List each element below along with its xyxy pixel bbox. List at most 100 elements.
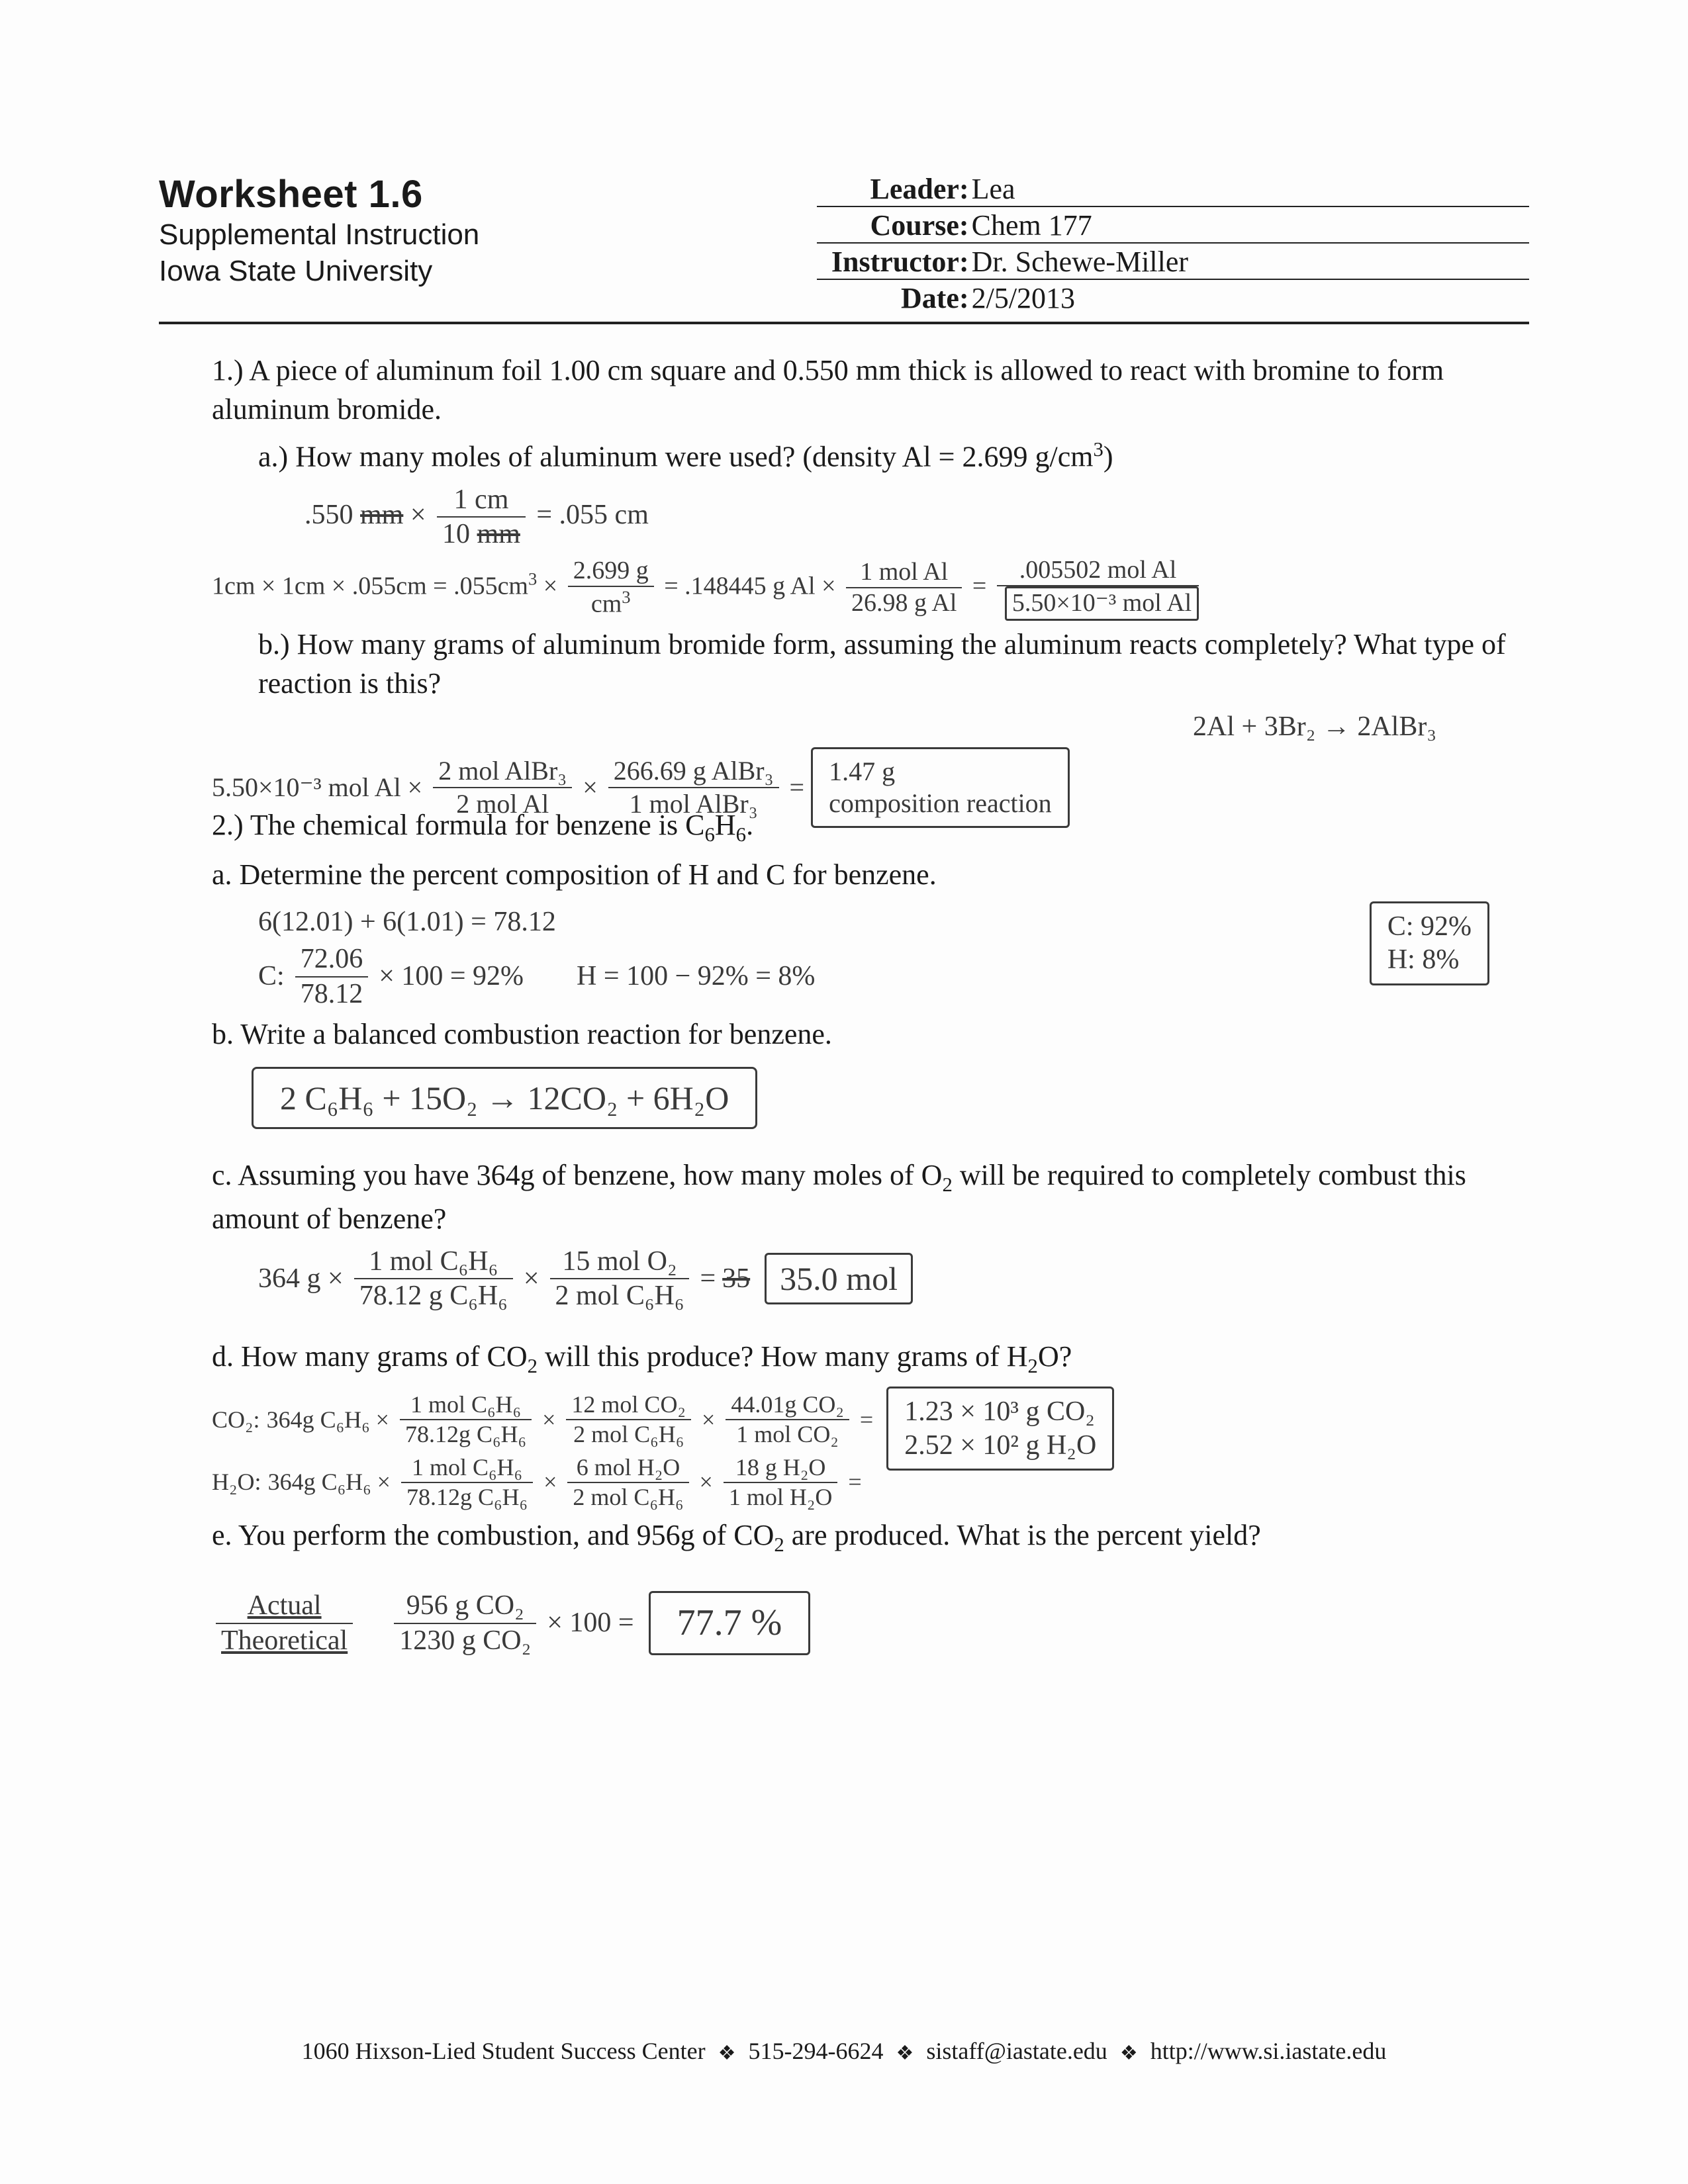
hw2d-h2o-f3d: 1 mol H₂O	[724, 1483, 838, 1512]
instructor-label: Instructor:	[817, 245, 972, 279]
hw1b-l1b: ×	[583, 772, 598, 803]
hw1a-ans-top: .005502 mol Al	[997, 555, 1199, 587]
hw2d-h2o-c: ×	[700, 1468, 713, 1496]
hw2a-f1d: 78.12	[295, 978, 369, 1011]
hw2a-answer: C: 92% H: 8%	[1370, 901, 1489, 985]
hw2a-box2: H: 8%	[1387, 943, 1472, 976]
hw1a-frac1: 1 cm10 mm	[437, 483, 526, 551]
header-right: Leader: Lea Course: Chem 177 Instructor:…	[817, 172, 1529, 316]
hw1a-f2d-s: 3	[622, 587, 630, 607]
hw2b-eq-box: 2 C₆H₆ + 15O₂ → 12CO₂ + 6H₂O	[252, 1067, 757, 1129]
hw1a-frac3: 1 mol Al26.98 g Al	[846, 557, 962, 619]
hw2d-co2-f3n: 44.01g CO₂	[726, 1390, 849, 1420]
hw2c-ans: 35.0 mol	[765, 1253, 913, 1304]
hw2a-l2a: C:	[258, 960, 285, 993]
hw2d-left: CO₂: 364g C₆H₆ × 1 mol C₆H₆78.12g C₆H₆ ×…	[212, 1387, 873, 1516]
handwritten-2a: 6(12.01) + 6(1.01) = 78.12 C: 72.0678.12…	[212, 901, 1529, 1015]
q2-s2: 6	[736, 823, 746, 846]
hw1a-l1c: = .055 cm	[536, 500, 649, 530]
date-label: Date:	[817, 281, 972, 315]
q1-number: 1.)	[212, 354, 244, 387]
footer-c: sistaff@iastate.edu	[926, 2038, 1107, 2064]
hw2d-co2-f2: 12 mol CO₂2 mol C₆H₆	[566, 1390, 691, 1449]
hw2d-h2o-f1d: 78.12g C₆H₆	[401, 1483, 533, 1512]
q1a-close: )	[1103, 440, 1113, 473]
hw2e-mid: × 100 =	[547, 1606, 633, 1639]
hw2e-f1: 956 g CO₂1230 g CO₂	[394, 1589, 536, 1657]
hw2d-h2o-f1n: 1 mol C₆H₆	[401, 1453, 533, 1483]
q2-s1: 6	[704, 823, 714, 846]
hw1a-f2n: 2.699 g	[568, 556, 654, 588]
hw2c-l1c: =	[700, 1262, 716, 1295]
info-leader: Leader: Lea	[817, 172, 1529, 207]
hw2d-h2o-f1: 1 mol C₆H₆78.12g C₆H₆	[401, 1453, 533, 1512]
worksheet-title: Worksheet 1.6	[159, 172, 817, 216]
hw2a-f1n: 72.06	[295, 942, 369, 977]
question-1a: a.) How many moles of aluminum were used…	[212, 436, 1529, 477]
q2d-s1: 2	[528, 1355, 538, 1377]
info-date: Date: 2/5/2013	[817, 281, 1529, 315]
hw2d-co2-f3: 44.01g CO₂1 mol CO₂	[726, 1390, 849, 1449]
hw1a-f2d-t: cm	[591, 590, 622, 618]
hw2a-f1: 72.0678.12	[295, 942, 369, 1011]
hw2d-co2-f1: 1 mol C₆H₆78.12g C₆H₆	[400, 1390, 532, 1449]
date-value: 2/5/2013	[972, 281, 1529, 315]
info-instructor: Instructor: Dr. Schewe-Miller	[817, 245, 1529, 280]
hw2d-ans2: 2.52 × 10² g H₂O	[904, 1429, 1096, 1462]
hw2d-ans1: 1.23 × 10³ g CO₂	[904, 1395, 1096, 1428]
question-2c: c. Assuming you have 364g of benzene, ho…	[212, 1156, 1529, 1238]
hw2e-lab-n: Actual	[216, 1589, 353, 1623]
hw1a-l2sup: 3	[528, 569, 537, 588]
q2c-t1: c. Assuming you have 364g of benzene, ho…	[212, 1159, 942, 1191]
hw2d-answer: 1.23 × 10³ g CO₂ 2.52 × 10² g H₂O	[886, 1387, 1114, 1471]
question-1b: b.) How many grams of aluminum bromide f…	[212, 625, 1529, 704]
question-2e: e. You perform the combustion, and 956g …	[212, 1516, 1529, 1559]
hw2d-wrap: CO₂: 364g C₆H₆ × 1 mol C₆H₆78.12g C₆H₆ ×…	[212, 1387, 1529, 1516]
hw2c-row: 364 g × 1 mol C₆H₆78.12 g C₆H₆ × 15 mol …	[258, 1245, 1529, 1313]
hw1b-eq: 2Al + 3Br₂ → 2AlBr₃	[212, 710, 1529, 743]
hw2d-h2o-f3n: 18 g H₂O	[724, 1453, 838, 1483]
info-course: Course: Chem 177	[817, 208, 1529, 244]
hw2a-left: 6(12.01) + 6(1.01) = 78.12 C: 72.0678.12…	[212, 901, 815, 1015]
hw2c-strike: 35	[722, 1262, 750, 1295]
hw1a-strike1: mm	[360, 500, 403, 530]
hw2d-co2-b: ×	[542, 1406, 555, 1434]
hw1b-l1a: 5.50×10⁻³ mol Al ×	[212, 772, 422, 803]
header-left: Worksheet 1.6 Supplemental Instruction I…	[159, 172, 817, 316]
hw1b-ans1: 1.47 g	[829, 756, 1052, 788]
worksheet-body: 1.) A piece of aluminum foil 1.00 cm squ…	[159, 324, 1529, 1657]
hw2e-label: Actual Theoretical	[216, 1589, 353, 1657]
q1-text: A piece of aluminum foil 1.00 cm square …	[212, 354, 1444, 426]
hw1a-line2: 1cm × 1cm × .055cm = .055cm3 × 2.699 gcm…	[212, 555, 1529, 621]
question-2d: d. How many grams of CO2 will this produ…	[212, 1337, 1529, 1380]
q2d-t2: will this produce? How many grams of H	[538, 1340, 1028, 1373]
hw2d-h2o-lbl: H₂O:	[212, 1468, 261, 1496]
leader-label: Leader:	[817, 172, 972, 206]
hw2a-l2c: H = 100 − 92% = 8%	[577, 960, 815, 993]
question-2b: b. Write a balanced combustion reaction …	[212, 1015, 1529, 1054]
hw2b-eq: 2 C₆H₆ + 15O₂ → 12CO₂ + 6H₂O	[280, 1079, 729, 1116]
worksheet-page: Worksheet 1.6 Supplemental Instruction I…	[0, 0, 1688, 2184]
hw2e-f1d: 1230 g CO₂	[394, 1624, 536, 1657]
hw2d-h2o-row: H₂O: 364g C₆H₆ × 1 mol C₆H₆78.12g C₆H₆ ×…	[212, 1453, 873, 1512]
hw2c-f1n: 1 mol C₆H₆	[354, 1245, 513, 1279]
hw1a-f3d: 26.98 g Al	[846, 588, 962, 619]
hw2d-h2o-d: =	[848, 1468, 861, 1496]
handwritten-1a: .550 mm × 1 cm10 mm = .055 cm 1cm × 1cm …	[212, 483, 1529, 621]
hw2d-co2-row: CO₂: 364g C₆H₆ × 1 mol C₆H₆78.12g C₆H₆ ×…	[212, 1390, 873, 1449]
hw1a-l1a: .550	[305, 500, 360, 530]
q2-t2: H	[715, 809, 736, 841]
footer-a: 1060 Hixson-Lied Student Success Center	[302, 2038, 706, 2064]
diamond-icon: ❖	[1120, 2042, 1138, 2064]
hw1a-f1d-s: mm	[477, 519, 520, 549]
hw2a-box1: C: 92%	[1387, 910, 1472, 943]
hw2d-co2-f2d: 2 mol C₆H₆	[566, 1420, 691, 1449]
hw1b-f2n: 266.69 g AlBr₃	[608, 755, 779, 788]
handwritten-2e: Actual Theoretical 956 g CO₂1230 g CO₂ ×…	[212, 1589, 1529, 1657]
hw2d-h2o-f2n: 6 mol H₂O	[567, 1453, 688, 1483]
hw2a-l1: 6(12.01) + 6(1.01) = 78.12	[258, 905, 815, 938]
hw1a-ans-box: 5.50×10⁻³ mol Al	[1005, 586, 1199, 621]
hw2d-h2o-f2d: 2 mol C₆H₆	[567, 1483, 688, 1512]
hw2d-co2-f1n: 1 mol C₆H₆	[400, 1390, 532, 1420]
hw2c-f1d: 78.12 g C₆H₆	[354, 1279, 513, 1312]
